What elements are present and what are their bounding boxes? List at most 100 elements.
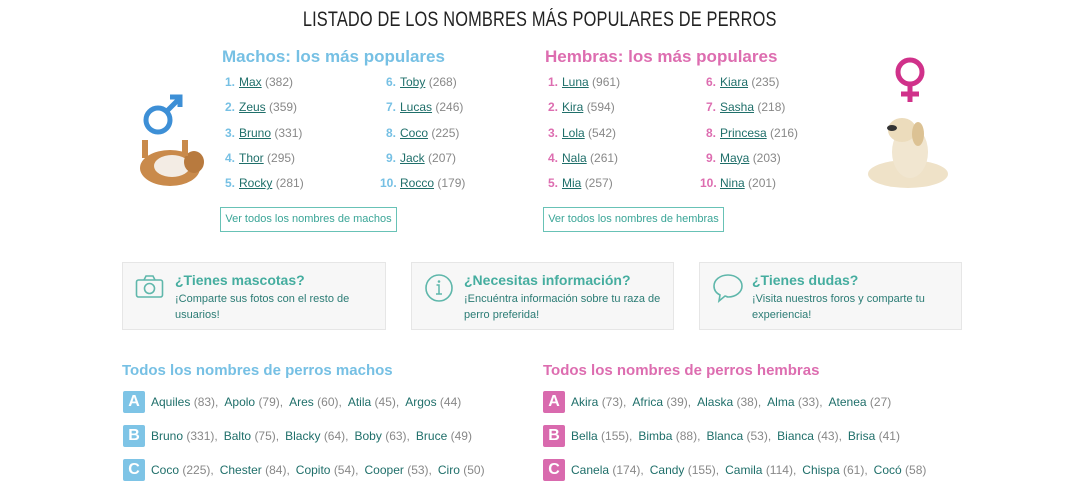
- name-count: (542): [588, 125, 617, 140]
- rank-number: 2.: [224, 100, 235, 115]
- dog-name-link[interactable]: Atila: [347, 395, 372, 409]
- dog-name-link[interactable]: Boby: [354, 429, 382, 443]
- name-count: (61): [842, 463, 865, 477]
- card-text: ¡Encuéntra información sobre tu raza de …: [464, 293, 661, 321]
- dog-name-link[interactable]: Nina: [720, 176, 745, 191]
- name-count: (75): [254, 429, 276, 443]
- view-all-female-names-button[interactable]: Ver todos los nombres de hembras: [543, 207, 724, 232]
- dog-name-link[interactable]: Coco: [151, 463, 180, 477]
- card-title: ¿Necesitas información?: [464, 272, 631, 288]
- name-count: (225): [182, 463, 211, 477]
- dog-name-link[interactable]: Mia: [562, 176, 582, 191]
- dog-name-link[interactable]: Lucas: [400, 100, 433, 115]
- name-count: (961): [592, 75, 621, 89]
- dog-name-link[interactable]: Bella: [571, 429, 598, 443]
- dog-name-link[interactable]: Kira: [562, 100, 584, 115]
- rank-number: 3.: [547, 125, 558, 140]
- dog-name-link[interactable]: Bimba: [638, 429, 673, 443]
- name-count: (235): [751, 75, 780, 89]
- dog-name-link[interactable]: Chester: [219, 463, 262, 477]
- rank-number: 9.: [705, 150, 716, 165]
- dog-name-link[interactable]: Canela: [571, 463, 610, 477]
- separator: ,: [629, 429, 633, 443]
- dog-name-link[interactable]: Bruno: [239, 125, 272, 140]
- name-count: (88): [675, 429, 698, 443]
- top-name-item: 5. Rocky (281): [219, 176, 304, 190]
- separator: ,: [406, 429, 410, 443]
- dog-name-link[interactable]: Blanca: [706, 429, 744, 443]
- dog-name-link[interactable]: Toby: [400, 75, 426, 89]
- dog-name-link[interactable]: Brisa: [847, 429, 876, 443]
- name-count: (331): [186, 429, 215, 443]
- letter-badge[interactable]: A: [123, 391, 145, 413]
- dog-name-link[interactable]: Copito: [295, 463, 331, 477]
- letter-badge[interactable]: C: [123, 459, 145, 481]
- dog-name-link[interactable]: Alaska: [697, 395, 734, 409]
- rank-number: 5.: [547, 176, 558, 191]
- dog-name-link[interactable]: Apolo: [224, 395, 256, 409]
- name-count: (331): [274, 125, 303, 140]
- letter-badge[interactable]: A: [543, 391, 565, 413]
- dog-name-link[interactable]: Cocó: [873, 463, 902, 477]
- dog-name-link[interactable]: Argos: [405, 395, 437, 409]
- dog-name-link[interactable]: Alma: [767, 395, 795, 409]
- dog-name-link[interactable]: Nala: [562, 150, 587, 165]
- dog-name-link[interactable]: Bianca: [777, 429, 814, 443]
- male-symbol-icon: [143, 94, 183, 135]
- separator: ,: [215, 395, 219, 409]
- dog-name-link[interactable]: Bruno: [151, 429, 184, 443]
- name-count: (207): [428, 150, 457, 165]
- dog-name-link[interactable]: Luna: [562, 75, 589, 89]
- top-name-item: 9. Jack (207): [380, 151, 456, 165]
- separator: ,: [767, 429, 772, 443]
- name-count: (174): [612, 463, 641, 477]
- dog-name-link[interactable]: Sasha: [720, 100, 755, 115]
- card-pets[interactable]: ¿Tienes mascotas? ¡Comparte sus fotos co…: [122, 262, 386, 330]
- dog-name-link[interactable]: Kiara: [720, 75, 749, 89]
- letter-badge[interactable]: B: [123, 425, 145, 447]
- name-count: (155): [687, 463, 716, 477]
- name-count: (60): [317, 395, 339, 409]
- dog-name-link[interactable]: Africa: [632, 395, 664, 409]
- letter-row: C Coco (225), Chester (84), Copito (54), Coo…: [123, 459, 485, 481]
- letter-row: A Aquiles (83), Apolo (79), Ares (60), Atila…: [123, 391, 461, 413]
- name-count: (44): [439, 395, 462, 409]
- dog-name-link[interactable]: Chispa: [802, 463, 840, 477]
- name-count: (54): [333, 463, 356, 477]
- dog-name-link[interactable]: Cooper: [364, 463, 404, 477]
- card-info[interactable]: ¿Necesitas información? ¡Encuéntra infor…: [411, 262, 674, 330]
- dog-name-link[interactable]: Bruce: [415, 429, 448, 443]
- dog-name-link[interactable]: Rocky: [239, 176, 273, 191]
- dog-name-link[interactable]: Ares: [289, 395, 314, 409]
- dog-name-link[interactable]: Camila: [725, 463, 763, 477]
- dog-name-link[interactable]: Max: [239, 75, 262, 89]
- dog-name-link[interactable]: Balto: [223, 429, 252, 443]
- dog-name-link[interactable]: Rocco: [400, 176, 435, 191]
- separator: ,: [687, 395, 692, 409]
- dog-name-link[interactable]: Princesa: [720, 125, 767, 140]
- rank-number: 8.: [705, 125, 716, 140]
- card-title: ¿Tienes mascotas?: [175, 272, 305, 288]
- dog-name-link[interactable]: Thor: [239, 150, 264, 165]
- dog-name-link[interactable]: Blacky: [285, 429, 321, 443]
- dog-name-link[interactable]: Atenea: [828, 395, 867, 409]
- dog-name-link[interactable]: Maya: [720, 150, 750, 165]
- dog-name-link[interactable]: Jack: [400, 150, 425, 165]
- dog-name-link[interactable]: Coco: [400, 125, 429, 140]
- dog-name-link[interactable]: Candy: [649, 463, 685, 477]
- letter-badge[interactable]: C: [543, 459, 565, 481]
- separator: ,: [864, 463, 868, 477]
- name-count: (84): [265, 463, 287, 477]
- view-all-male-names-button[interactable]: Ver todos los nombres de machos: [220, 207, 397, 232]
- dog-name-link[interactable]: Aquiles: [151, 395, 191, 409]
- dog-name-link[interactable]: Lola: [562, 125, 585, 140]
- dog-name-link[interactable]: Akira: [571, 395, 599, 409]
- top-name-item: 4. Thor (295): [219, 151, 295, 165]
- dog-name-link[interactable]: Zeus: [239, 100, 266, 115]
- card-forum[interactable]: ¿Tienes dudas? ¡Visita nuestros foros y …: [699, 262, 962, 330]
- rank-number: 6.: [705, 75, 716, 89]
- letter-badge[interactable]: B: [543, 425, 565, 447]
- dog-name-link[interactable]: Ciro: [437, 463, 460, 477]
- name-count: (216): [770, 125, 799, 140]
- top-name-item: 10. Nina (201): [700, 176, 776, 190]
